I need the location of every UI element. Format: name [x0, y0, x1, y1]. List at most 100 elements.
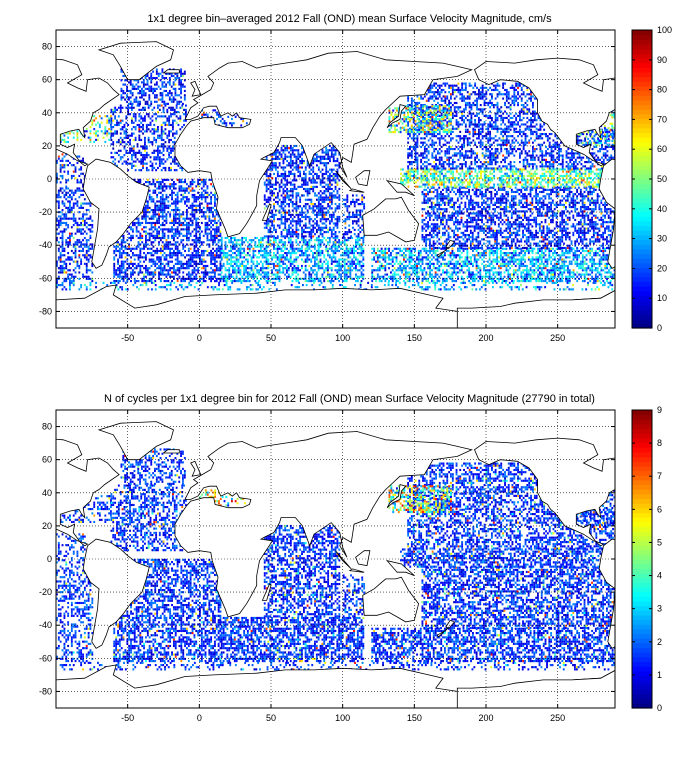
data-cell	[233, 256, 236, 259]
data-cell	[265, 273, 268, 276]
data-cell	[144, 77, 147, 80]
data-cell	[145, 154, 148, 157]
data-cell	[119, 158, 122, 161]
data-cell	[338, 264, 341, 268]
data-cell	[144, 145, 146, 148]
data-cell	[362, 262, 365, 265]
data-cell	[193, 181, 196, 184]
data-cell	[299, 222, 302, 225]
data-cell	[355, 215, 358, 219]
data-cell	[304, 224, 307, 227]
data-cell	[261, 245, 264, 248]
data-cell	[235, 262, 238, 265]
data-cell	[338, 207, 341, 210]
data-cell	[228, 249, 231, 253]
data-cell	[314, 273, 316, 276]
data-cell	[291, 267, 294, 270]
data-cell	[286, 183, 289, 186]
data-cell	[76, 138, 79, 141]
data-cell	[208, 178, 211, 181]
data-cell	[319, 258, 322, 261]
data-cell	[125, 151, 128, 154]
data-cell	[273, 256, 275, 259]
data-cell	[328, 241, 331, 244]
data-cell	[319, 277, 322, 280]
data-cell	[293, 179, 296, 182]
data-cell	[161, 269, 164, 272]
data-cell	[291, 168, 294, 171]
data-cell	[89, 217, 92, 220]
data-cell	[147, 115, 150, 118]
data-cell	[173, 249, 175, 253]
data-cell	[297, 166, 300, 169]
data-cell	[118, 264, 121, 268]
data-cell	[120, 89, 123, 93]
data-cell	[137, 178, 140, 181]
data-cell	[301, 157, 303, 160]
data-cell	[273, 241, 275, 244]
data-cell	[271, 222, 274, 225]
data-cell	[304, 273, 307, 276]
data-cell	[118, 271, 121, 274]
data-cell	[139, 234, 142, 237]
data-cell	[146, 83, 149, 86]
data-cell	[200, 193, 203, 197]
data-cell	[85, 202, 88, 205]
data-cell	[179, 115, 182, 118]
data-cell	[195, 228, 198, 231]
data-cell	[336, 160, 339, 163]
data-cell	[138, 138, 141, 142]
data-cell	[157, 106, 159, 109]
data-cell	[143, 247, 145, 250]
data-cell	[243, 277, 246, 280]
data-cell	[319, 213, 322, 216]
data-cell	[233, 247, 236, 250]
data-cell	[315, 258, 318, 261]
data-cell	[371, 271, 374, 274]
data-cell	[144, 92, 147, 95]
data-cell	[158, 164, 161, 167]
data-cell	[130, 271, 132, 274]
data-cell	[310, 260, 313, 263]
data-cell	[82, 239, 84, 242]
data-cell	[338, 243, 341, 246]
data-cell	[91, 224, 94, 227]
data-cell	[199, 193, 201, 197]
data-cell	[327, 262, 329, 265]
data-cell	[302, 252, 305, 255]
data-cell	[276, 264, 279, 268]
data-cell	[176, 262, 179, 265]
data-cell	[131, 149, 133, 152]
data-cell	[297, 267, 300, 270]
data-cell	[165, 204, 168, 207]
data-cell	[237, 258, 240, 261]
data-cell	[187, 226, 190, 229]
data-cell	[226, 254, 229, 257]
data-cell	[329, 172, 331, 176]
data-cell	[265, 222, 268, 225]
data-cell	[158, 204, 160, 207]
data-cell	[338, 179, 341, 182]
data-cell	[304, 247, 307, 250]
data-cell	[336, 236, 339, 240]
data-cell	[133, 280, 136, 283]
data-cell	[199, 256, 201, 259]
data-cell	[61, 264, 64, 268]
data-cell	[297, 228, 300, 231]
data-cell	[334, 241, 337, 244]
data-cell	[314, 252, 316, 255]
data-cell	[113, 275, 116, 278]
data-cell	[199, 232, 201, 235]
data-cell	[120, 260, 123, 263]
data-cell	[174, 243, 177, 246]
data-cell	[327, 267, 329, 270]
data-cell	[215, 267, 218, 270]
data-cell	[168, 106, 171, 109]
data-cell	[122, 277, 125, 280]
data-cell	[197, 249, 200, 253]
data-cell	[330, 233, 333, 236]
data-cell	[301, 220, 303, 223]
data-cell	[167, 72, 169, 75]
data-cell	[148, 189, 151, 192]
data-cell	[174, 252, 177, 255]
